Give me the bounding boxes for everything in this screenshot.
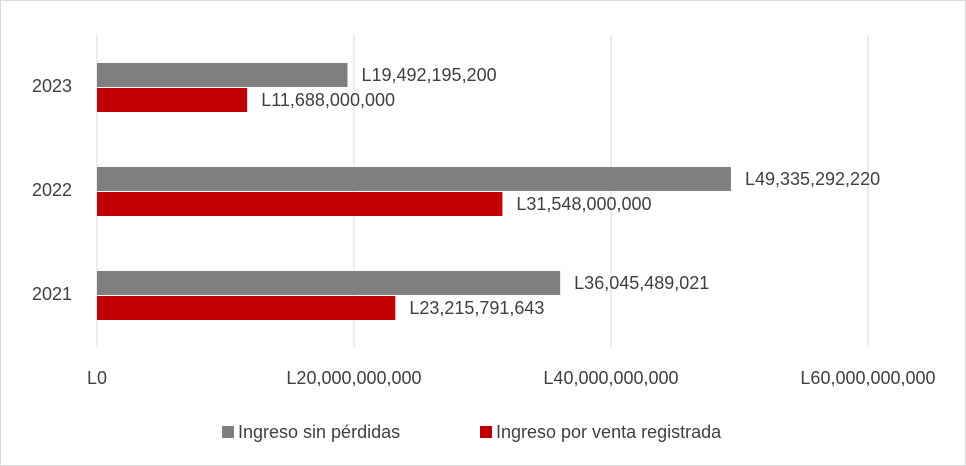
legend-label: Ingreso por venta registrada [496,422,722,442]
bar [97,271,561,295]
bar [97,192,503,216]
data-label: L49,335,292,220 [745,169,880,189]
y-tick-label: 2022 [32,180,72,200]
data-label: L11,688,000,000 [261,90,395,110]
x-tick-label: L0 [87,368,107,388]
legend-swatch [222,426,234,438]
bar [97,167,731,191]
bar [97,63,348,87]
x-tick-label: L20,000,000,000 [286,368,421,388]
x-tick-label: L60,000,000,000 [800,368,935,388]
x-tick-label: L40,000,000,000 [543,368,678,388]
data-label: L31,548,000,000 [516,194,651,214]
data-label: L23,215,791,643 [409,298,544,318]
legend-label: Ingreso sin pérdidas [238,422,400,442]
data-label: L36,045,489,021 [574,273,709,293]
data-label: L19,492,195,200 [361,65,496,85]
legend-swatch [480,426,492,438]
y-tick-label: 2021 [32,284,72,304]
bar [97,88,248,112]
y-tick-label: 2023 [32,76,72,96]
bar [97,296,396,320]
